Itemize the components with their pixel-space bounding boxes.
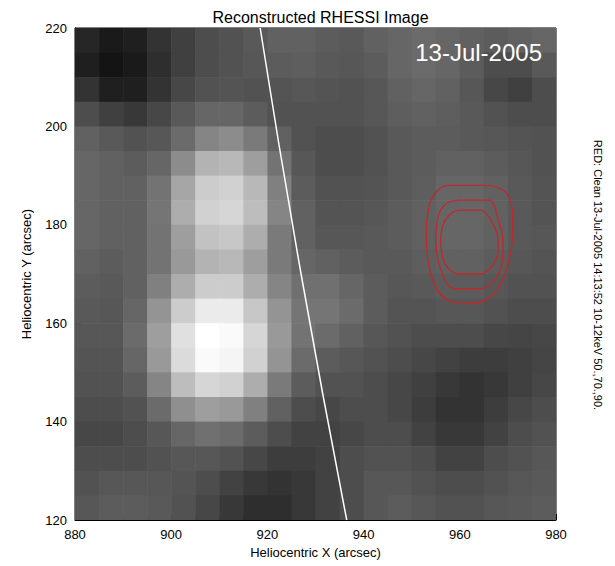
- svg-text:Reconstructed RHESSI Image: Reconstructed RHESSI Image: [212, 9, 428, 26]
- svg-text:140: 140: [45, 414, 67, 429]
- svg-text:900: 900: [160, 527, 182, 542]
- svg-text:220: 220: [45, 21, 67, 36]
- svg-text:960: 960: [449, 527, 471, 542]
- svg-text:200: 200: [45, 119, 67, 134]
- svg-text:Heliocentric Y (arcsec): Heliocentric Y (arcsec): [19, 209, 34, 339]
- svg-text:120: 120: [45, 513, 67, 528]
- svg-text:Heliocentric X (arcsec): Heliocentric X (arcsec): [250, 545, 381, 560]
- svg-text:920: 920: [257, 527, 279, 542]
- svg-text:13-Jul-2005: 13-Jul-2005: [415, 39, 542, 66]
- svg-text:RED: Clean 13-Jul-2005 14:13:5: RED: Clean 13-Jul-2005 14:13:52 10-12keV…: [592, 140, 604, 410]
- svg-text:880: 880: [64, 527, 86, 542]
- svg-text:980: 980: [545, 527, 567, 542]
- svg-text:160: 160: [45, 316, 67, 331]
- svg-text:940: 940: [353, 527, 375, 542]
- svg-text:180: 180: [45, 217, 67, 232]
